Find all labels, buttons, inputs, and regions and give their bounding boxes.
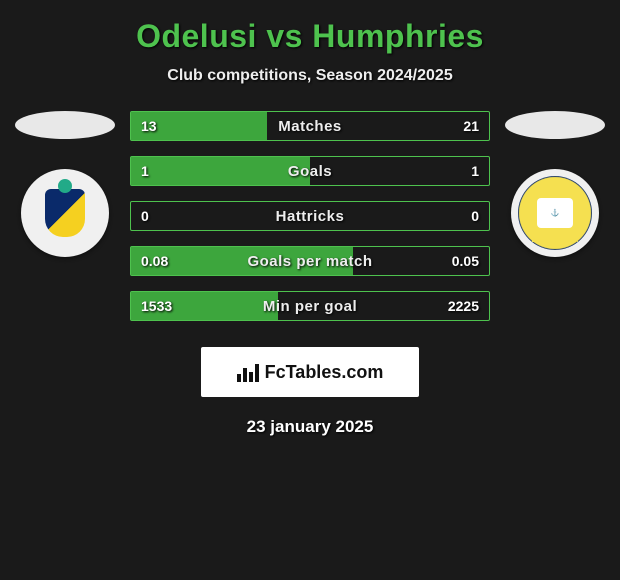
- stat-value-right: 1: [471, 163, 479, 179]
- stat-value-left: 1533: [141, 298, 172, 314]
- stat-bar: 0 0 Hattricks: [130, 201, 490, 231]
- main-row: 13 21 Matches 1 1 Goals 0 0 Hattricks 0.08 0.05 Goa…: [0, 111, 620, 321]
- crest-inner-icon: ⚓: [537, 198, 573, 228]
- subtitle: Club competitions, Season 2024/2025: [0, 67, 620, 85]
- stat-label: Min per goal: [263, 298, 357, 315]
- page-title: Odelusi vs Humphries: [0, 18, 620, 55]
- stat-label: Goals per match: [247, 253, 372, 270]
- stat-bar: 0.08 0.05 Goals per match: [130, 246, 490, 276]
- source-logo-text: FcTables.com: [265, 362, 384, 383]
- player-avatar-right: [505, 111, 605, 139]
- stat-value-left: 1: [141, 163, 149, 179]
- infographic-root: Odelusi vs Humphries Club competitions, …: [0, 0, 620, 447]
- right-player-column: ⚓: [500, 111, 610, 257]
- stat-value-left: 0: [141, 208, 149, 224]
- stats-bars: 13 21 Matches 1 1 Goals 0 0 Hattricks 0.08 0.05 Goa…: [130, 111, 490, 321]
- left-player-column: [10, 111, 120, 257]
- club-badge-left: [21, 169, 109, 257]
- shield-icon: [45, 189, 85, 237]
- bar-chart-icon: [237, 362, 259, 382]
- club-crest-icon: ⚓: [518, 176, 592, 250]
- player-avatar-left: [15, 111, 115, 139]
- stat-bar: 1533 2225 Min per goal: [130, 291, 490, 321]
- date-text: 23 january 2025: [0, 417, 620, 437]
- bar-fill-left: [131, 157, 310, 185]
- stat-value-right: 2225: [448, 298, 479, 314]
- club-badge-right: ⚓: [511, 169, 599, 257]
- stat-bar: 1 1 Goals: [130, 156, 490, 186]
- stat-value-left: 0.08: [141, 253, 168, 269]
- stat-value-right: 0.05: [452, 253, 479, 269]
- stat-label: Matches: [278, 118, 342, 135]
- stat-value-right: 0: [471, 208, 479, 224]
- stat-value-right: 21: [463, 118, 479, 134]
- source-logo: FcTables.com: [201, 347, 419, 397]
- stat-label: Goals: [288, 163, 332, 180]
- stat-label: Hattricks: [276, 208, 345, 225]
- stat-bar: 13 21 Matches: [130, 111, 490, 141]
- stat-value-left: 13: [141, 118, 157, 134]
